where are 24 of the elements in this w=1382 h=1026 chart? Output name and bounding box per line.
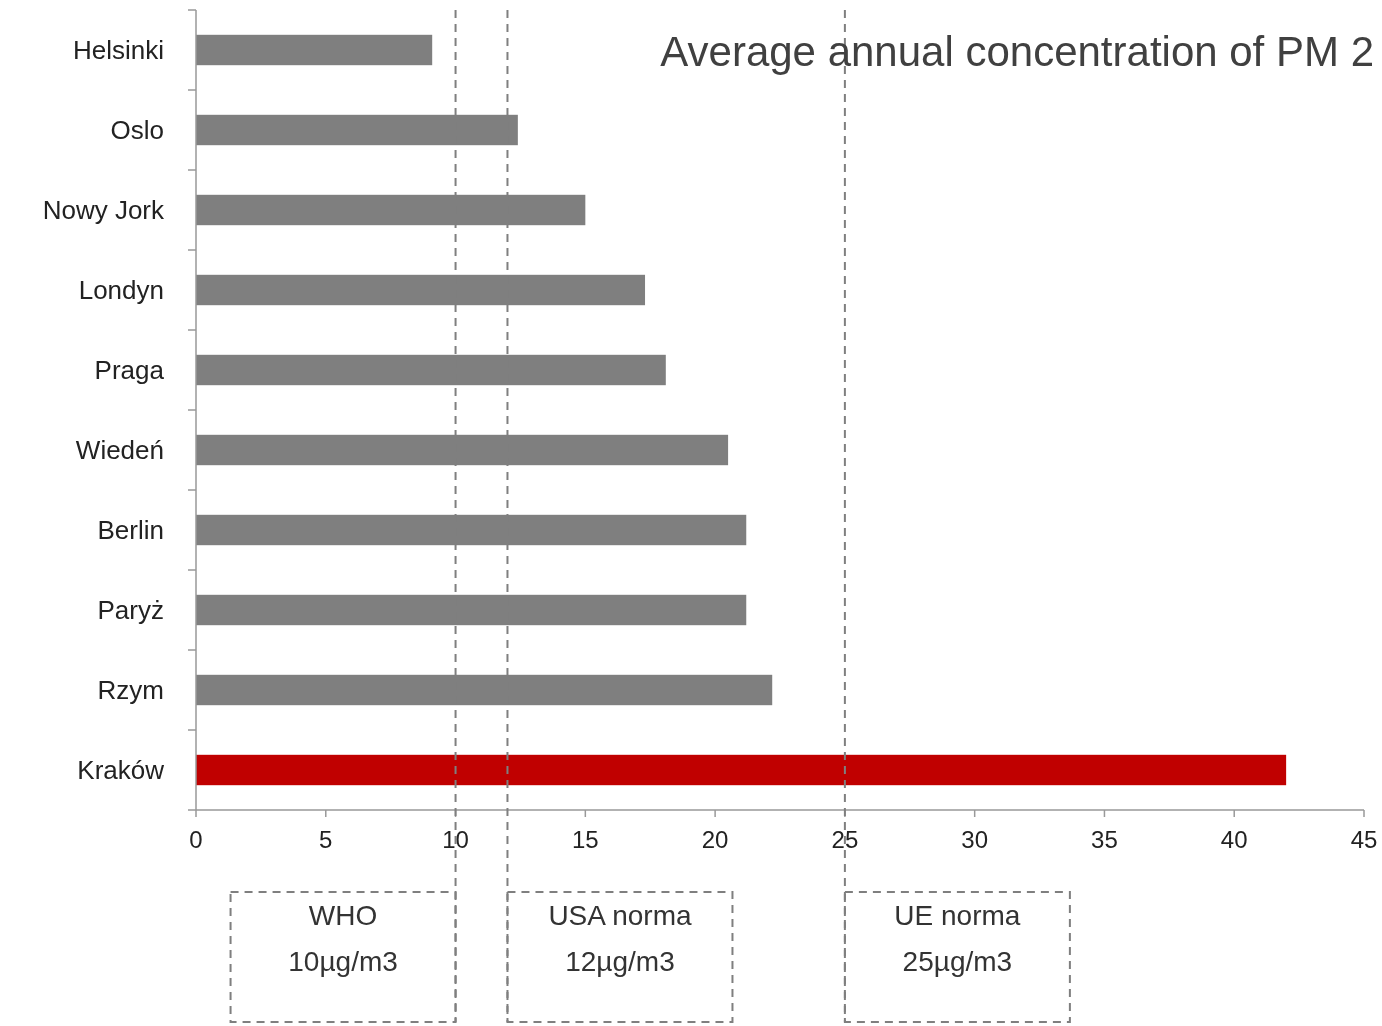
x-tick-label: 10 xyxy=(442,826,469,853)
x-tick-label: 25 xyxy=(831,826,859,853)
y-tick-label: Wiedeń xyxy=(75,435,164,466)
x-tick-label: 45 xyxy=(1350,826,1378,853)
chart-title: Average annual concentration of PM 2 xyxy=(660,28,1374,75)
x-tick-label: 5 xyxy=(319,826,333,853)
ref-line-label: WHO 10µg/m3 xyxy=(288,900,398,977)
x-tick-label: 20 xyxy=(701,826,729,853)
y-tick-label: Paryż xyxy=(97,595,164,626)
y-tick-label: Londyn xyxy=(78,275,164,306)
y-tick-label: Oslo xyxy=(110,115,164,146)
y-tick-label: Rzym xyxy=(97,675,164,706)
x-tick-label: 0 xyxy=(189,826,203,853)
ref-line-label: UE norma 25µg/m3 xyxy=(894,900,1021,977)
y-tick-label: Nowy Jork xyxy=(42,195,165,226)
y-tick-label: Praga xyxy=(94,355,165,386)
x-tick-label: 30 xyxy=(961,826,989,853)
x-tick-label: 40 xyxy=(1220,826,1248,853)
ref-line-label: USA norma 12µg/m3 xyxy=(548,900,692,977)
y-tick-label: Kraków xyxy=(77,755,165,786)
x-tick-label: 15 xyxy=(571,826,599,853)
x-tick-label: 35 xyxy=(1091,826,1118,853)
y-tick-label: Berlin xyxy=(97,515,164,546)
y-tick-label: Helsinki xyxy=(72,35,164,66)
